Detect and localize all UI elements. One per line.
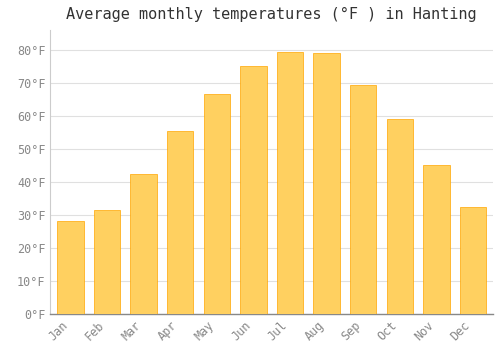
Title: Average monthly temperatures (°F ) in Hanting: Average monthly temperatures (°F ) in Ha… — [66, 7, 477, 22]
Bar — [130, 174, 157, 314]
Bar — [167, 131, 194, 314]
Bar — [94, 210, 120, 314]
Bar — [423, 166, 450, 314]
Bar — [277, 51, 303, 314]
Bar — [204, 94, 230, 314]
Bar — [350, 84, 376, 314]
Bar — [314, 53, 340, 314]
Bar — [460, 206, 486, 314]
Bar — [386, 119, 413, 314]
Bar — [240, 66, 266, 314]
Bar — [58, 222, 84, 314]
